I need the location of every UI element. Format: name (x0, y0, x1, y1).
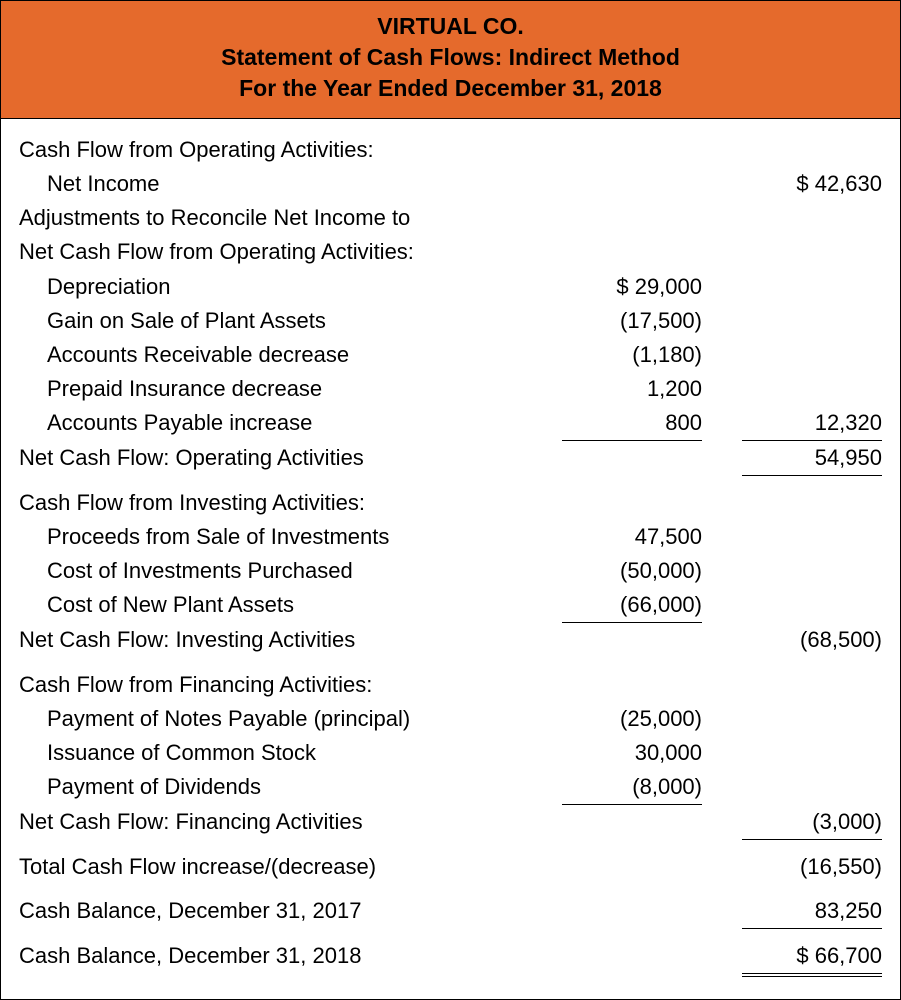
line-label: Gain on Sale of Plant Assets (19, 304, 562, 338)
amount: (66,000) (562, 588, 702, 623)
amount: 47,500 (562, 520, 702, 554)
line-label: Cost of New Plant Assets (19, 588, 562, 622)
investing-heading: Cash Flow from Investing Activities: (19, 486, 882, 520)
line-item: Issuance of Common Stock 30,000 (19, 736, 882, 770)
amount: (3,000) (742, 805, 882, 840)
line-label: Adjustments to Reconcile Net Income to (19, 201, 562, 235)
amount: $ 42,630 (742, 167, 882, 201)
cash-flow-statement: VIRTUAL CO. Statement of Cash Flows: Ind… (0, 0, 901, 1000)
line-label: Net Cash Flow from Operating Activities: (19, 235, 562, 269)
line-item: Accounts Receivable decrease (1,180) (19, 338, 882, 372)
adjustments-heading-1: Adjustments to Reconcile Net Income to (19, 201, 882, 235)
amount: 54,950 (742, 441, 882, 476)
amount: (50,000) (562, 554, 702, 588)
line-label: Prepaid Insurance decrease (19, 372, 562, 406)
adjustments-heading-2: Net Cash Flow from Operating Activities: (19, 235, 882, 269)
line-label: Cash Balance, December 31, 2018 (19, 939, 562, 973)
line-label: Net Income (19, 167, 562, 201)
line-item: Payment of Notes Payable (principal) (25… (19, 702, 882, 736)
statement-header: VIRTUAL CO. Statement of Cash Flows: Ind… (1, 1, 900, 119)
line-label: Net Cash Flow: Operating Activities (19, 441, 562, 475)
end-balance-row: Cash Balance, December 31, 2018 $ 66,700 (19, 939, 882, 977)
line-item: Payment of Dividends (8,000) (19, 770, 882, 805)
net-income-row: Net Income $ 42,630 (19, 167, 882, 201)
line-item: Prepaid Insurance decrease 1,200 (19, 372, 882, 406)
line-label: Accounts Payable increase (19, 406, 562, 440)
statement-title: Statement of Cash Flows: Indirect Method (1, 42, 900, 73)
operating-heading: Cash Flow from Operating Activities: (19, 133, 882, 167)
line-label: Accounts Receivable decrease (19, 338, 562, 372)
company-name: VIRTUAL CO. (1, 11, 900, 42)
line-label: Issuance of Common Stock (19, 736, 562, 770)
amount: 800 (562, 406, 702, 441)
line-item: Depreciation $ 29,000 (19, 270, 882, 304)
amount: 83,250 (742, 894, 882, 929)
financing-net-row: Net Cash Flow: Financing Activities (3,0… (19, 805, 882, 840)
line-label: Payment of Dividends (19, 770, 562, 804)
line-label: Cash Balance, December 31, 2017 (19, 894, 562, 928)
amount: (16,550) (742, 850, 882, 884)
section-label: Cash Flow from Operating Activities: (19, 133, 562, 167)
statement-body: Cash Flow from Operating Activities: Net… (1, 119, 900, 999)
amount: (1,180) (562, 338, 702, 372)
line-label: Total Cash Flow increase/(decrease) (19, 850, 562, 884)
amount: 1,200 (562, 372, 702, 406)
operating-net-row: Net Cash Flow: Operating Activities 54,9… (19, 441, 882, 476)
line-label: Cost of Investments Purchased (19, 554, 562, 588)
begin-balance-row: Cash Balance, December 31, 2017 83,250 (19, 894, 882, 929)
line-item: Cost of New Plant Assets (66,000) (19, 588, 882, 623)
total-change-row: Total Cash Flow increase/(decrease) (16,… (19, 850, 882, 884)
amount: (68,500) (742, 623, 882, 657)
amount: (8,000) (562, 770, 702, 805)
investing-net-row: Net Cash Flow: Investing Activities (68,… (19, 623, 882, 657)
line-label: Proceeds from Sale of Investments (19, 520, 562, 554)
amount: 12,320 (742, 406, 882, 441)
line-item: Gain on Sale of Plant Assets (17,500) (19, 304, 882, 338)
amount: 30,000 (562, 736, 702, 770)
line-item: Accounts Payable increase 800 12,320 (19, 406, 882, 441)
amount: (25,000) (562, 702, 702, 736)
line-item: Cost of Investments Purchased (50,000) (19, 554, 882, 588)
section-label: Cash Flow from Financing Activities: (19, 668, 562, 702)
amount: (17,500) (562, 304, 702, 338)
line-label: Net Cash Flow: Financing Activities (19, 805, 562, 839)
line-label: Payment of Notes Payable (principal) (19, 702, 562, 736)
amount: $ 29,000 (562, 270, 702, 304)
financing-heading: Cash Flow from Financing Activities: (19, 668, 882, 702)
statement-period: For the Year Ended December 31, 2018 (1, 73, 900, 104)
section-label: Cash Flow from Investing Activities: (19, 486, 562, 520)
line-label: Net Cash Flow: Investing Activities (19, 623, 562, 657)
line-label: Depreciation (19, 270, 562, 304)
amount: $ 66,700 (742, 939, 882, 977)
line-item: Proceeds from Sale of Investments 47,500 (19, 520, 882, 554)
